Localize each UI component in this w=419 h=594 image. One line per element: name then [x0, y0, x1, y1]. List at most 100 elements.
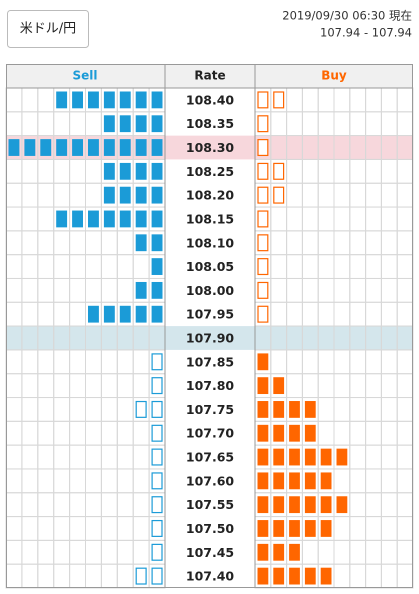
- sell-cell: [100, 349, 118, 375]
- sell-open-block: [151, 543, 163, 561]
- sell-cell: [21, 349, 39, 375]
- rate: 108.35: [186, 116, 234, 131]
- sell-cell: [132, 420, 150, 446]
- sell-cell: [85, 182, 102, 208]
- currency-label[interactable]: 米ドル/円: [20, 22, 76, 37]
- sell-cell: [132, 516, 150, 541]
- buy-cell: [365, 397, 382, 422]
- sell-open-block: [151, 567, 163, 585]
- sell-block: [151, 115, 163, 133]
- sell-block: [119, 115, 131, 133]
- buy-cell: [286, 87, 303, 113]
- buy-cell: [317, 277, 335, 303]
- sell-cell: [5, 468, 23, 494]
- rate: 107.40: [186, 569, 235, 584]
- buy-cell: [301, 301, 319, 327]
- sell-cell: [85, 563, 102, 589]
- buy-cell: [380, 539, 398, 565]
- buy-cell: [333, 277, 351, 303]
- sell-cell: [69, 539, 86, 565]
- buy-block: [257, 377, 269, 395]
- sell-block: [135, 281, 147, 299]
- buy-cell: [380, 206, 398, 232]
- buy-cell: [396, 539, 414, 565]
- sell-cell: [85, 397, 102, 422]
- sell-open-block: [151, 353, 163, 371]
- buy-cell: [301, 206, 319, 232]
- buy-cell: [380, 397, 398, 422]
- buy-cell: [333, 539, 351, 565]
- buy-cell: [365, 444, 382, 470]
- sell-cell: [21, 277, 39, 303]
- sell-cell: [69, 182, 86, 208]
- sell-cell: [21, 516, 39, 541]
- currency-button[interactable]: [7, 10, 89, 48]
- buy-open-block: [257, 139, 269, 157]
- buy-cell: [349, 397, 367, 422]
- sell-cell: [5, 539, 23, 565]
- buy-cell: [301, 230, 319, 256]
- buy-cell: [349, 563, 367, 589]
- sell-cell: [116, 468, 134, 494]
- buy-cell: [270, 206, 288, 232]
- buy-cell: [333, 301, 351, 327]
- sell-cell: [37, 349, 55, 375]
- sell-cell: [85, 158, 102, 184]
- buy-block: [289, 472, 300, 490]
- sell-cell: [116, 277, 134, 303]
- sell-block: [151, 305, 163, 323]
- buy-cell: [380, 111, 398, 137]
- buy-cell: [317, 373, 335, 399]
- sell-block: [88, 139, 99, 156]
- timestamp: 2019/09/30 06:30 現在: [282, 9, 412, 23]
- buy-open-block: [273, 91, 285, 109]
- buy-cell: [270, 230, 288, 256]
- sell-cell: [21, 206, 39, 232]
- buy-cell: [301, 277, 319, 303]
- sell-cell: [116, 444, 134, 470]
- buy-block: [273, 543, 285, 561]
- buy-block: [273, 377, 285, 395]
- buy-block: [257, 448, 269, 466]
- buy-cell: [333, 230, 351, 256]
- sell-open-block: [151, 448, 163, 466]
- sell-open-block: [151, 519, 163, 537]
- sell-cell: [116, 563, 134, 589]
- buy-cell: [286, 301, 303, 327]
- sell-cell: [21, 301, 39, 327]
- sell-block: [103, 91, 115, 109]
- buy-cell: [380, 468, 398, 494]
- sell-open-block: [135, 567, 147, 585]
- sell-block: [135, 115, 147, 133]
- sell-cell: [116, 420, 134, 446]
- sell-cell: [37, 301, 55, 327]
- buy-cell: [333, 373, 351, 399]
- sell-cell: [5, 516, 23, 541]
- sell-cell: [21, 373, 39, 399]
- rate: 107.90: [186, 331, 235, 346]
- buy-block: [289, 424, 300, 442]
- sell-cell: [21, 230, 39, 256]
- buy-cell: [365, 158, 382, 184]
- buy-block: [320, 520, 332, 537]
- sell-cell: [53, 230, 71, 256]
- sell-cell: [69, 373, 86, 399]
- buy-open-block: [273, 162, 285, 180]
- buy-cell: [317, 539, 335, 565]
- sell-cell: [37, 230, 55, 256]
- sell-cell: [21, 254, 39, 279]
- buy-cell: [301, 182, 319, 208]
- sell-cell: [5, 277, 23, 303]
- sell-cell: [21, 492, 39, 518]
- sell-block: [103, 115, 115, 133]
- sell-cell: [5, 492, 23, 518]
- sell-block: [8, 139, 20, 156]
- buy-cell: [365, 349, 382, 375]
- sell-cell: [116, 516, 134, 541]
- sell-block: [56, 210, 68, 228]
- sell-cell: [21, 158, 39, 184]
- buy-cell: [365, 492, 382, 518]
- sell-cell: [100, 373, 118, 399]
- buy-cell: [286, 230, 303, 256]
- buy-block: [257, 472, 269, 490]
